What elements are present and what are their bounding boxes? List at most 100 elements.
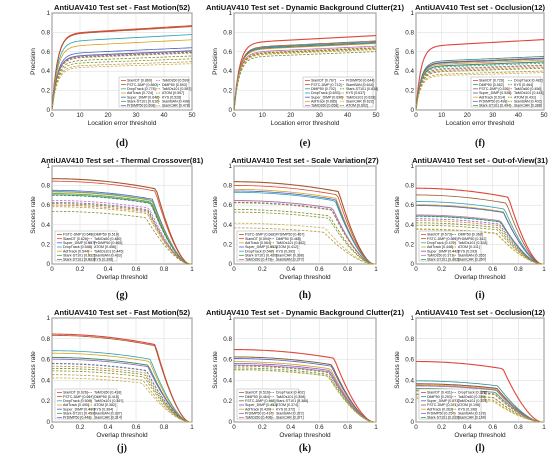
series-line (415, 61, 545, 111)
y-tick-label: 0.2 (405, 241, 414, 248)
legend-entry: Super_DiMP [0.452] (245, 403, 277, 407)
series-line (52, 367, 192, 423)
legend-box (236, 388, 300, 420)
y-tick-label: 0.4 (223, 222, 232, 229)
y-tick-label: 1 (228, 163, 232, 170)
y-tick-label: 1 (46, 163, 50, 170)
series-line (51, 50, 193, 111)
legend-entry: KYS [0.528] (162, 95, 181, 99)
series-line (234, 222, 376, 265)
y-tick-label: 0.6 (405, 357, 414, 364)
legend-entry: DiMP50 [0.702] (311, 87, 336, 91)
series-line (234, 181, 376, 265)
series-line (51, 34, 193, 111)
series-line (51, 61, 193, 111)
y-tick-label: 1 (228, 10, 232, 17)
legend-entry: DropTrack [0.548] (63, 245, 92, 249)
x-tick-label: 0 (414, 266, 418, 273)
legend-entry: KYS [0.372] (276, 407, 295, 411)
legend-entry: SiamCAR [0.260] (458, 258, 486, 262)
legend-entry: SiamCAR [0.622] (346, 100, 374, 104)
panel-caption: (d) (116, 138, 128, 149)
x-tick-label: 0.6 (488, 266, 497, 273)
legend-entry: FSTC-DMP [0.463] (245, 399, 276, 403)
legend-entry: FSTC-DMP [0.622] (245, 233, 276, 237)
y-tick-label: 1 (410, 10, 414, 17)
legend-entry: TaMOs101 [0.587] (162, 87, 191, 91)
series-line (51, 370, 192, 423)
legend-entry: DropTrack [0.472] (427, 241, 456, 245)
series-line (416, 360, 544, 423)
legend-entry: SiamCAR [0.308] (276, 254, 304, 258)
legend-entry: SiamCAR [0.478] (162, 104, 190, 108)
x-tick-label: 1 (542, 266, 546, 273)
x-tick-label: 10 (76, 112, 84, 119)
x-tick-label: 1 (190, 266, 194, 273)
legend-entry: DiMP50 [0.360] (458, 233, 483, 237)
legend-entry: PrDiMP50 [0.257] (427, 412, 455, 416)
series-line (51, 377, 192, 423)
legend-entry: Super_DiMP [0.552] (245, 245, 277, 249)
legend-entry: DropTrack [0.228] (458, 391, 487, 395)
chart-panel: 0 10 20 30 40 50 0 0.2 0.4 0.6 0.8 1 SiamDT [0.869]F… (30, 3, 196, 149)
legend-entry: KYS [0.637] (346, 91, 365, 95)
y-tick-label: 0.6 (41, 202, 50, 209)
series-line (233, 35, 377, 111)
legend-entry: DiMP50 [0.465] (276, 237, 301, 241)
y-tick-label: 0.6 (223, 357, 232, 364)
legend-entry: SiamBAN [0.178] (458, 412, 486, 416)
chart-title: AntiUAV410 Test set - Occlusion(12) (415, 3, 546, 12)
y-tick-label: 0 (228, 419, 232, 426)
series-line (233, 348, 376, 423)
series-line (233, 43, 377, 111)
x-tick-label: 0.2 (258, 266, 267, 273)
x-tick-label: 50 (372, 112, 380, 119)
panel-caption: (k) (299, 443, 311, 454)
legend-entry: DiMP50 [0.593] (162, 83, 187, 87)
x-tick-label: 0.8 (514, 266, 523, 273)
x-tick-label: 0.6 (315, 266, 324, 273)
y-tick-label: 1 (410, 163, 414, 170)
legend-entry: KYS [0.392] (276, 249, 295, 253)
legend-entry: SiamBAN [0.337] (94, 412, 122, 416)
series-line (233, 42, 377, 111)
y-axis-label: Precision (30, 48, 37, 75)
series-line (51, 25, 193, 111)
legend-entry: PrDiMP50 [0.608] (127, 104, 155, 108)
legend-entry: Super_DiMP [0.557] (63, 241, 95, 245)
legend-entry: TaMOs50 [0.418] (94, 391, 121, 395)
series-line (415, 215, 544, 265)
series-line (233, 47, 377, 111)
legend-entry: PrDiMP50 [0.498] (479, 100, 507, 104)
x-tick-label: 0 (232, 424, 236, 431)
legend-entry: SiamBAN [0.498] (162, 100, 190, 104)
legend-entry: DiMP50 [0.415] (94, 395, 119, 399)
legend-entry: DropTrack [0.542] (245, 249, 274, 253)
chart-title: AntiUAV410 Test set - Scale Variation(27… (231, 156, 379, 165)
series-line (52, 350, 192, 423)
legend-entry: ATOM [0.431] (514, 95, 536, 99)
legend-entry: Stark-ST101 [0.385] (276, 399, 308, 403)
legend-entry: AdiTrack [0.544] (63, 249, 89, 253)
series-line (415, 66, 545, 111)
legend-entry: Stark-ST101 [0.532] (63, 254, 95, 258)
panel-caption: (h) (299, 290, 311, 301)
series-line (51, 26, 193, 111)
x-tick-label: 10 (259, 112, 267, 119)
y-tick-label: 0.2 (41, 398, 50, 405)
legend-entry: AdiTrack [0.724] (127, 91, 153, 95)
legend-entry: PrDiMP50 [0.465] (94, 241, 122, 245)
x-axis-label: Location error threshold (88, 120, 157, 127)
series-line (415, 205, 544, 265)
y-tick-label: 0.8 (41, 29, 50, 36)
legend-entry: FSTC-DMP [0.522] (427, 237, 458, 241)
series-line (234, 358, 376, 423)
y-tick-label: 0.4 (41, 377, 50, 384)
y-tick-label: 0.6 (41, 49, 50, 56)
y-tick-label: 0 (228, 261, 232, 268)
legend-entry: SiamDT [0.626] (63, 237, 88, 241)
series-line (51, 358, 192, 423)
panel-caption: (j) (117, 443, 127, 454)
legend-entry: AdiTrack [0.514] (479, 95, 505, 99)
